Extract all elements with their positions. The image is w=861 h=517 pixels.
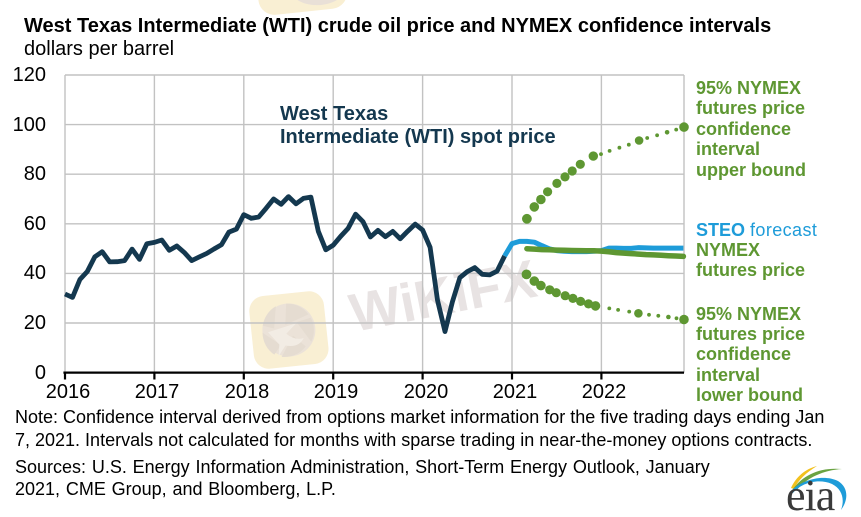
- svg-text:eia: eia: [786, 471, 835, 517]
